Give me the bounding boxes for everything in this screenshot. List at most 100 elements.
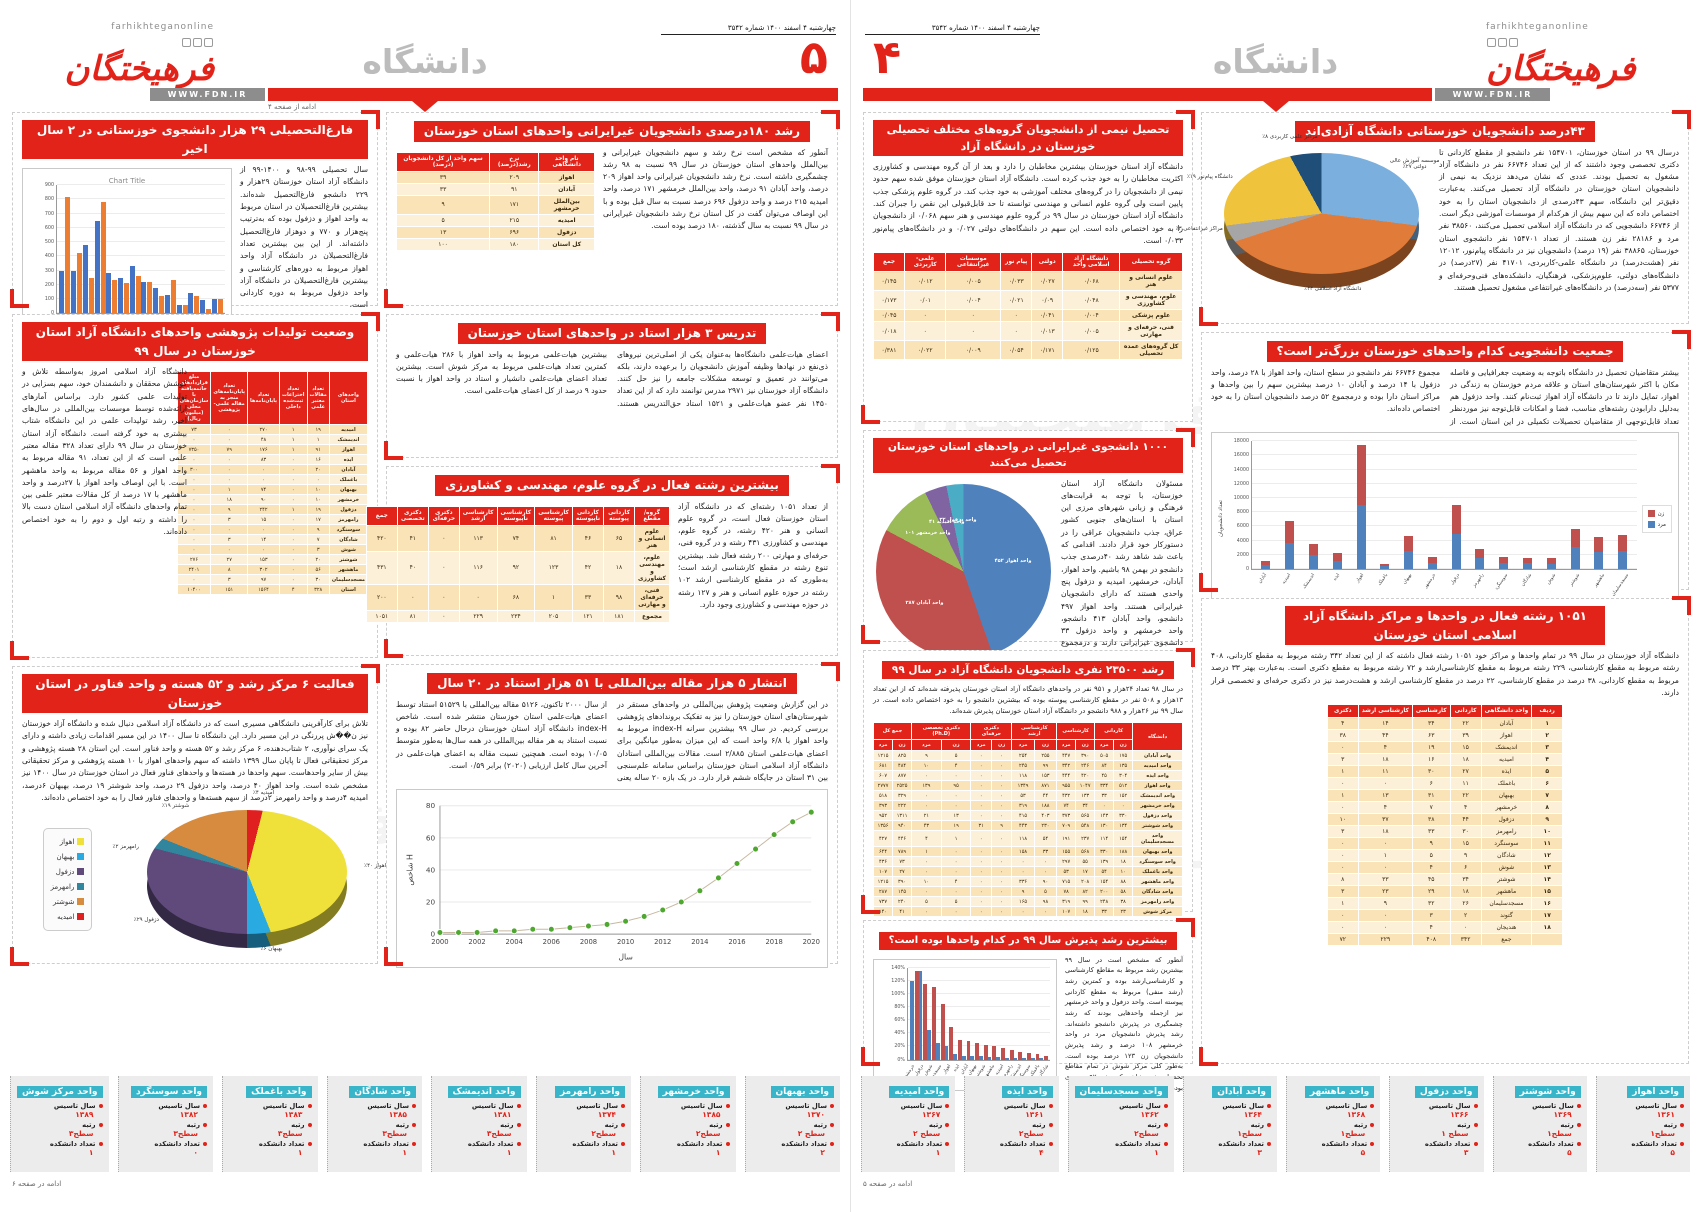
bar [1009, 1049, 1014, 1060]
instagram-icon [204, 38, 213, 47]
bullet-icon [1473, 1142, 1478, 1146]
table-row: بین‌الملل خرمشهر ۱۷۱ ۹ [395, 194, 595, 215]
table-header-row: دانشگاه کاردانی کارشناسی کارشناسی ارشد دکتری… [872, 722, 1183, 752]
table-row: واحد اهواز ۵۱۲ ۳۳۴ ۱۰۴۷ ۹۵۵ ۸۷۱ ۱۳۴۹ ۰ ۰ ۹۵ ۱۳۹ ۲۵۲… [872, 780, 1183, 792]
unit-title: واحد دزفول [1414, 1086, 1478, 1098]
svg-text:2016: 2016 [728, 937, 745, 945]
unit-field-label: سال تاسیس [1075, 1102, 1168, 1110]
bullet-icon [1370, 1123, 1375, 1127]
unit-field-value: سطح۱ [1237, 1129, 1262, 1138]
unit-field-value: ۱۳۸۲ [179, 1110, 198, 1119]
unit-field-label: سال تاسیس [1603, 1102, 1684, 1110]
bar-segment [1475, 549, 1485, 559]
svg-text:2018: 2018 [765, 937, 782, 945]
headline: ۴۳درصد دانشجویان خوزستانی دانشگاه آزادی‌… [1295, 121, 1595, 142]
unit-field-label: تعداد دانشکده [543, 1140, 625, 1148]
pie-slice-label: رامهرمز ۲٪ [112, 843, 139, 850]
foreign-growth-table: نام واحد دانشگاهی نرخ رشد(درصد) سهم واحد ا… [395, 147, 595, 251]
y-tick-label: 500 [44, 240, 54, 246]
table-row: ۲ اهواز ۳۹ ۶۳ ۴۴ ۳۸ [1326, 729, 1564, 743]
bar [949, 1026, 954, 1060]
bullet-icon [1576, 1142, 1581, 1146]
y-tick-label: 80% [894, 1004, 905, 1010]
unit-field-label: رتبه [752, 1121, 834, 1129]
share-table: گروه تحصیلی دانشگاه آزاد اسلامی واحد دولتی… [872, 252, 1183, 361]
y-tick-label: 20% [894, 1044, 905, 1050]
bar-segment [1522, 558, 1532, 564]
bar [914, 970, 919, 1060]
table-row: ۸ خرمشهر ۴ ۷ ۴ ۰ [1326, 801, 1564, 815]
article-body: آنطور که مشخص است در سال ۹۹ بیشترین رشد … [1065, 955, 1183, 1092]
article-body: بیشتر متقاضیان تحصیل در دانشگاه باتوجه ب… [1211, 367, 1679, 426]
bar-segment [1404, 535, 1414, 551]
twitter-icon [193, 38, 202, 47]
legend-item: زن [1647, 510, 1666, 518]
legend-item: امیدیه [51, 913, 85, 921]
unit-title: واحد مسجدسلیمان [1074, 1086, 1168, 1098]
y-tick-label: 800 [44, 197, 54, 203]
table-row: اندیمشک ۱ ۱ ۴۸ ۰ ۰ [176, 434, 369, 446]
unit-field-value: ۱ [297, 1148, 303, 1157]
table-row: ۱ آبادان ۲۲ ۳۴ ۱۴ ۴ [1326, 717, 1564, 731]
social-icons [181, 32, 214, 51]
bullet-icon [1680, 1123, 1684, 1127]
table-row: ۵ ایذه ۲۷ ۳۰ ۱۱ ۱ [1326, 765, 1564, 779]
continue-note: ادامه در صفحه ۵ [863, 1180, 913, 1188]
unit-field-value: ۱۳۶۴ [1243, 1110, 1262, 1119]
x-tick-label: آبادان [1258, 573, 1269, 585]
unit-field-value: ۴ [1038, 1148, 1044, 1157]
twitter-icon [1498, 38, 1507, 47]
bullet-icon [307, 1123, 312, 1127]
unit-box: واحد رامهرمز سال تاسیس ۱۳۷۴ رتبه سطح۲ تعداد د… [535, 1076, 631, 1172]
svg-text:شاخص H: شاخص H [406, 854, 415, 886]
legend-swatch [77, 883, 85, 891]
bullet-icon [830, 1104, 834, 1108]
table-row: واحد شوشتر ۱۳۴ ۱۳۰ ۵۴۸ ۷۰۹ ۲۳۰ ۴۴۳ ۹ ۳۱ ۱۹ ۴۳ ۹۴۰ ۱۳… [872, 820, 1183, 832]
table-row: شوش ۳ ۰ ۰ ۰ ۰ [176, 544, 369, 556]
table-row: اهواز ۲۰۹ ۳۹ [395, 170, 595, 184]
unit-field-label: رتبه [1293, 1121, 1375, 1129]
table-row: فنی، حرفه‌ای و مهارتی ۰/۰۰۵ ۰/۰۱۳ ۰ ۰ ۰ ۰/۰۱۸ [872, 321, 1183, 342]
table-row: کل گروه‌های عمده تحصیلی ۰/۱۲۵ ۰/۱۷۱ ۰/۰۵۴ ۰/… [872, 340, 1183, 361]
table-row: ۱۵ ماهشهر ۱۸ ۲۹ ۲۳ ۳ [1326, 885, 1564, 899]
header-rule [863, 88, 1432, 101]
article-fields: بیشترین رشته فعال در گروه علوم، مهندسی و… [365, 464, 840, 658]
y-tick-label: 14000 [1233, 467, 1249, 473]
unit-field-label: تعداد دانشکده [1603, 1140, 1684, 1148]
legend-swatch [77, 838, 85, 846]
unit-field-label: تعداد دانشکده [229, 1140, 312, 1148]
bar-segment [1594, 537, 1604, 553]
article-body: آنطور که مشخص است نرخ رشد و سهم دانشجویا… [603, 147, 828, 231]
pie-chart: واحد اهواز ۴۵۲ واحد آبادان ۳۸۷ واحد خرمشهر… [875, 483, 1051, 659]
telegram-icon [1487, 38, 1496, 47]
table-row: ۱۸ هندیجان ۰ ۴ ۰ ۰ [1326, 921, 1564, 935]
bar [932, 987, 936, 1060]
pie-slice-label: بهبهان ۶٪ [260, 946, 283, 953]
unit-field-value: ۱ [611, 1148, 616, 1157]
x-tick-label: اندیمشک [1302, 573, 1317, 590]
line-chart: 0 20 40 60 80 2000 2002 2004 2006 2008 2010 2012 201… [406, 801, 820, 961]
y-tick-label: 8000 [1236, 510, 1249, 516]
bar [1044, 1055, 1048, 1060]
header-triangle [1262, 101, 1289, 112]
bar [961, 1055, 966, 1060]
table-row: دزفول ۱۹ ۱ ۲۴۲ ۹ ۰ [176, 504, 369, 516]
bullet-icon [1267, 1142, 1271, 1146]
legend-swatch [77, 868, 85, 876]
svg-text:2008: 2008 [580, 937, 597, 945]
unit-title: واحد اندیمشک [447, 1086, 521, 1098]
unit-field-value: سطح۳ [382, 1129, 407, 1138]
unit-box: واحد شادگان سال تاسیس ۱۳۸۵ رتبه سطح۳ تعداد دا… [326, 1076, 422, 1172]
bar [129, 266, 135, 314]
table-row: ۹ دزفول ۴۴ ۳۸ ۳۷ ۱۰ [1326, 813, 1564, 827]
table-row: امیدیه ۱۹ ۱ ۲۷۰ ۰ ۷۳ [176, 424, 369, 436]
y-tick-label: 300 [44, 268, 54, 274]
bullet-icon [412, 1142, 416, 1146]
headline: رشد ۲۳۵۰۰ نفری دانشجویان دانشگاه آزاد در… [881, 661, 1175, 680]
article-body: از تعداد ۱۰۵۱ رشته‌ای که در دانشگاه آزاد… [678, 501, 829, 609]
table-header-row: گروه تحصیلی دانشگاه آزاد اسلامی واحد دولتی… [872, 252, 1183, 273]
unit-field-value: سطح۲ [1018, 1129, 1044, 1138]
bar-segment [1308, 544, 1318, 555]
bullet-icon [1163, 1104, 1168, 1108]
unit-field-value: سطح۲ [591, 1129, 616, 1138]
